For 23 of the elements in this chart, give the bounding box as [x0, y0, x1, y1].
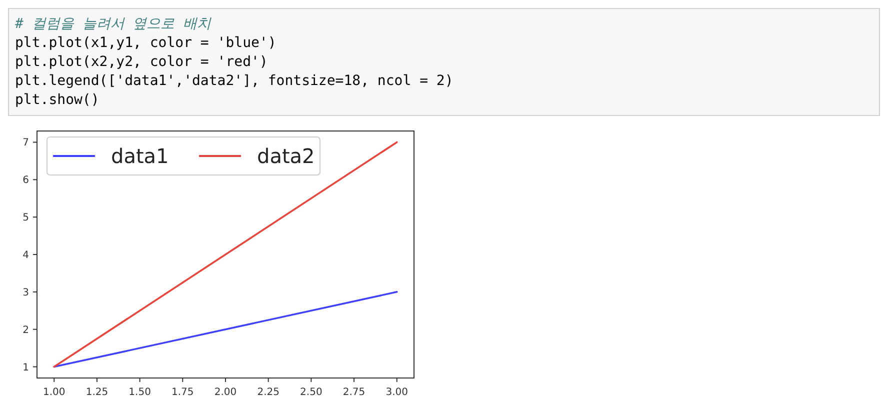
y-tick-label: 1	[22, 362, 29, 374]
text: plt.legend(['data1','data2'], fontsize=18, ncol = 2)	[15, 72, 454, 91]
legend-label: data2	[257, 144, 315, 168]
y-tick-label: 7	[22, 138, 29, 149]
text: plt.plot(x2,y2, color = 'red')	[15, 53, 269, 72]
x-tick-label: 1.75	[172, 387, 194, 398]
y-tick-label: 3	[22, 287, 29, 298]
x-tick-label: 2.25	[257, 387, 280, 398]
x-tick-label: 1.00	[43, 387, 66, 398]
x-tick-label: 2.50	[300, 387, 322, 398]
x-tick-label: 3.00	[386, 387, 408, 398]
text: plt.show()	[15, 91, 100, 110]
text: plt.plot(x1,y1, color = 'blue')	[15, 34, 278, 53]
y-tick-label: 6	[22, 175, 29, 186]
y-tick-label: 2	[22, 324, 29, 336]
y-tick-label: 5	[22, 212, 29, 224]
text: # 컬럼을 늘려서 옆으로 배치	[15, 15, 212, 34]
x-tick-label: 2.75	[342, 387, 366, 398]
x-tick-label: 1.25	[86, 387, 108, 398]
y-tick-label: 4	[22, 250, 29, 261]
legend-label: data1	[111, 144, 169, 168]
x-tick-label: 1.50	[128, 387, 151, 398]
x-tick-label: 2.00	[214, 387, 237, 398]
